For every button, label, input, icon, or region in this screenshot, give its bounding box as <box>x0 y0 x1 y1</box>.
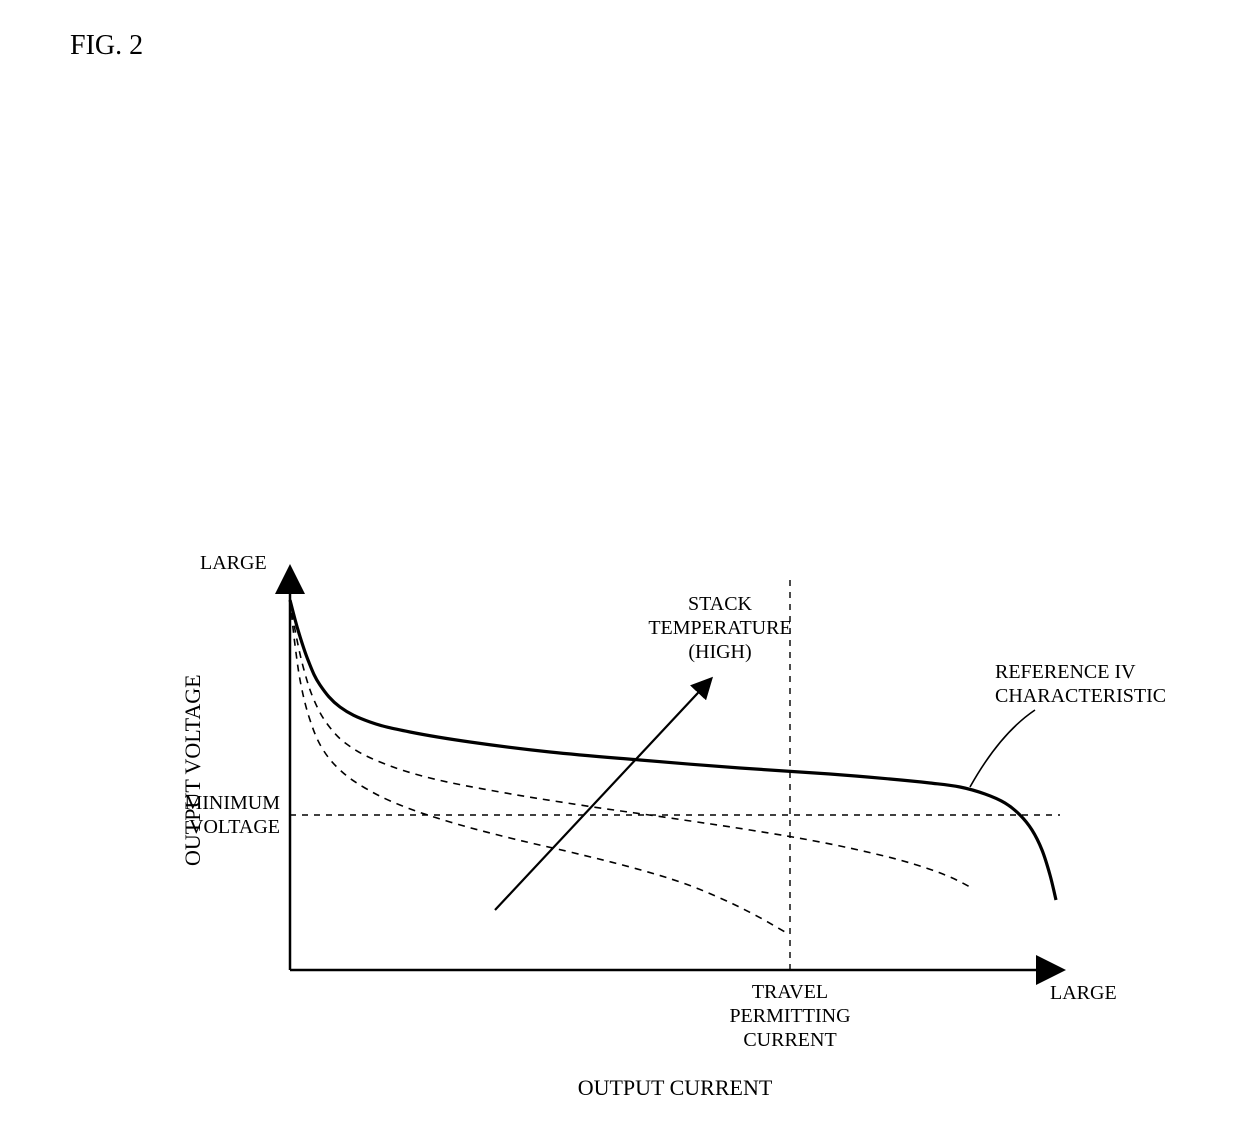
travel-permitting-current-label: TRAVELPERMITTINGCURRENT <box>710 980 870 1052</box>
stack-temperature-label: STACKTEMPERATURE(HIGH) <box>620 592 820 664</box>
y-axis-max-label: LARGE <box>200 552 267 575</box>
y-axis-label: OUTPUT VOLTAGE <box>180 650 206 890</box>
figure-label: FIG. 2 <box>70 30 143 62</box>
x-axis-label: OUTPUT CURRENT <box>555 1075 795 1101</box>
x-axis-max-label: LARGE <box>1050 982 1117 1005</box>
minimum-voltage-label: MINIMUMVOLTAGE <box>150 791 280 839</box>
reference-iv-label: REFERENCE IVCHARACTERISTIC <box>995 660 1215 708</box>
